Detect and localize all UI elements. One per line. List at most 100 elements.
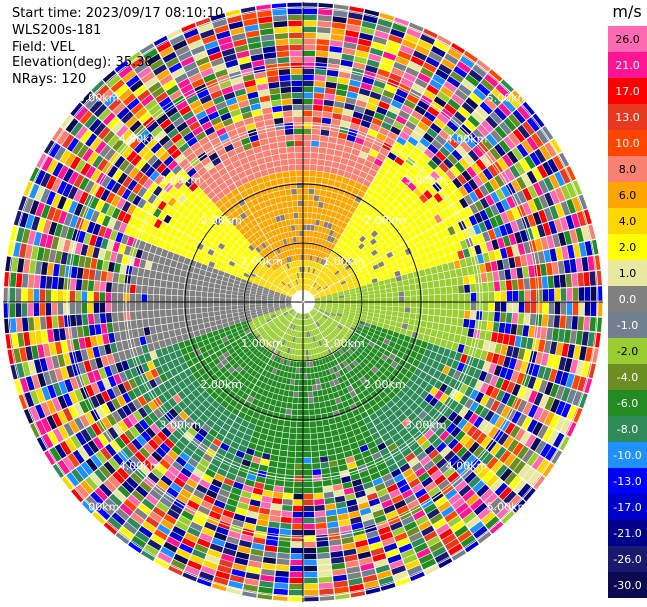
- velocity-gate: [117, 383, 127, 395]
- velocity-gate: [121, 254, 129, 265]
- velocity-gate: [69, 377, 79, 390]
- velocity-gate: [100, 323, 108, 334]
- velocity-gate: [313, 92, 324, 99]
- velocity-gate: [107, 516, 122, 530]
- velocity-gate: [418, 347, 426, 355]
- velocity-gate: [222, 158, 232, 167]
- velocity-gate: [303, 445, 311, 452]
- velocity-gate: [62, 407, 74, 422]
- velocity-gate: [291, 529, 303, 536]
- velocity-gate: [243, 217, 251, 225]
- velocity-gate: [330, 466, 340, 474]
- velocity-gate: [195, 307, 202, 314]
- velocity-gate: [304, 313, 307, 320]
- velocity-gate: [397, 413, 407, 423]
- velocity-gate: [149, 170, 160, 182]
- velocity-gate: [350, 302, 357, 305]
- velocity-gate: [401, 340, 409, 348]
- velocity-gate: [112, 385, 122, 398]
- velocity-gate: [208, 167, 218, 176]
- velocity-gate: [313, 366, 318, 373]
- velocity-gate: [374, 514, 387, 524]
- velocity-gate: [552, 328, 559, 342]
- velocity-gate: [113, 373, 123, 385]
- velocity-gate: [399, 403, 409, 413]
- velocity-gate: [254, 365, 261, 372]
- velocity-gate: [218, 167, 228, 177]
- velocity-gate: [338, 323, 344, 328]
- velocity-gate: [383, 378, 392, 387]
- velocity-gate: [347, 159, 356, 168]
- velocity-gate: [262, 220, 269, 228]
- velocity-gate: [96, 380, 106, 393]
- velocity-gate: [391, 176, 401, 185]
- velocity-gate: [254, 393, 262, 401]
- velocity-gate: [313, 98, 324, 105]
- velocity-gate: [407, 324, 414, 331]
- velocity-gate: [316, 232, 322, 239]
- velocity-gate: [268, 277, 274, 283]
- velocity-gate: [380, 581, 396, 591]
- velocity-gate: [303, 338, 306, 344]
- velocity-gate: [196, 242, 204, 251]
- velocity-gate: [434, 308, 441, 316]
- velocity-gate: [288, 20, 302, 27]
- velocity-gate: [274, 296, 280, 299]
- velocity-gate: [423, 349, 432, 358]
- velocity-gate: [323, 221, 329, 228]
- velocity-gate: [269, 311, 275, 315]
- velocity-gate: [420, 390, 429, 400]
- velocity-gate: [116, 407, 127, 420]
- velocity-gate: [265, 283, 271, 288]
- velocity-gate: [288, 207, 294, 214]
- velocity-gate: [131, 438, 143, 451]
- velocity-gate: [239, 266, 246, 272]
- velocity-gate: [120, 129, 133, 142]
- velocity-gate: [243, 18, 258, 27]
- velocity-gate: [36, 436, 49, 452]
- velocity-gate: [477, 507, 492, 520]
- velocity-gate: [437, 556, 453, 569]
- velocity-gate: [294, 134, 303, 141]
- velocity-gate: [250, 346, 257, 353]
- velocity-gate: [303, 26, 317, 33]
- velocity-gate: [252, 431, 261, 439]
- velocity-gate: [336, 507, 348, 515]
- velocity-gate: [114, 263, 121, 273]
- velocity-gate: [207, 111, 220, 121]
- velocity-gate: [244, 357, 251, 364]
- velocity-gate: [295, 164, 303, 171]
- velocity-gate: [433, 40, 449, 52]
- velocity-gate: [265, 64, 278, 71]
- velocity-gate: [310, 433, 318, 440]
- velocity-gate: [182, 110, 195, 121]
- velocity-gate: [401, 447, 412, 458]
- velocity-gate: [127, 51, 142, 65]
- velocity-gate: [263, 274, 269, 280]
- velocity-gate: [567, 344, 575, 359]
- velocity-gate: [23, 408, 35, 424]
- velocity-gate: [402, 318, 410, 324]
- velocity-gate: [295, 325, 298, 331]
- velocity-gate: [422, 308, 429, 315]
- velocity-gate: [468, 441, 480, 454]
- velocity-gate: [191, 45, 206, 56]
- velocity-gate: [399, 483, 411, 494]
- velocity-gate: [169, 34, 185, 46]
- velocity-gate: [296, 242, 300, 249]
- velocity-gate: [196, 219, 205, 228]
- velocity-gate: [307, 331, 311, 337]
- velocity-gate: [143, 443, 155, 455]
- velocity-gate: [325, 81, 337, 89]
- velocity-gate: [22, 317, 29, 332]
- velocity-gate: [296, 285, 300, 291]
- velocity-gate: [371, 213, 379, 222]
- velocity-gate: [235, 276, 242, 282]
- velocity-gate: [168, 186, 178, 197]
- velocity-gate: [440, 86, 454, 98]
- velocity-gate: [178, 515, 192, 526]
- velocity-gate: [160, 546, 175, 559]
- velocity-gate: [354, 56, 367, 65]
- velocity-gate: [250, 288, 257, 292]
- velocity-gate: [254, 342, 261, 349]
